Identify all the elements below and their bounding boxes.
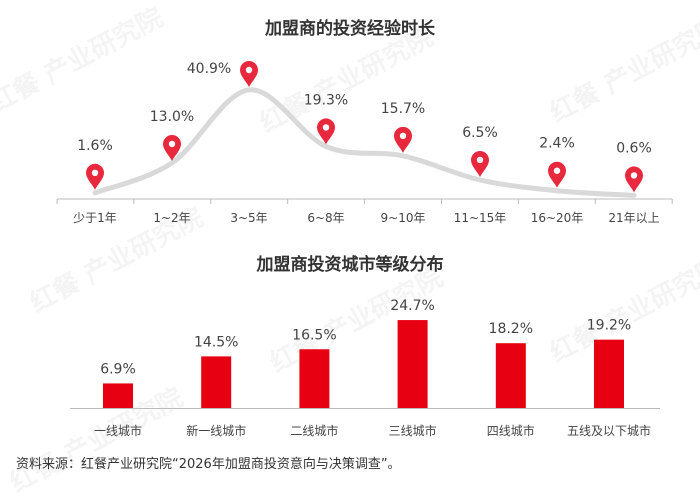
x-tick-label: 9~10年 [381,211,426,225]
data-label: 16.5% [292,327,336,343]
map-pin-hole [630,172,638,179]
map-pin-hole [399,132,407,140]
x-tick-label: 16~20年 [531,211,584,225]
map-pin-icon [471,150,489,177]
data-label: 40.9% [187,61,231,77]
data-label: 15.7% [381,101,425,117]
x-tick-label: 五线及以下城市 [567,423,651,438]
x-tick-label: 11~15年 [454,211,507,225]
map-pin-icon [86,163,104,190]
x-tick-label: 少于1年 [73,211,117,225]
map-pin-icon [548,161,566,188]
charts-canvas: 1.6% 少于1年 13.0% 1~2年 40.9% 3~5年 19.3% 6~8年 15.7%… [56,61,673,438]
data-label: 24.7% [390,298,434,314]
x-tick-label: 四线城市 [487,423,535,438]
bar [495,343,526,408]
map-pin-hole [476,156,484,164]
data-label: 6.9% [100,361,136,377]
x-tick-label: 三线城市 [389,423,437,438]
map-pin-hole [322,124,330,131]
bar [299,349,330,408]
data-label: 2.4% [539,136,575,152]
map-pin-hole [553,167,561,174]
x-tick-label: 二线城市 [290,423,338,438]
data-label: 1.6% [77,138,113,154]
data-label: 13.0% [150,109,194,125]
map-pin-hole [245,66,253,74]
data-label: 14.5% [194,334,238,350]
map-pin-icon [394,126,412,153]
map-pin-icon [625,166,643,193]
map-pin-icon [163,134,181,161]
series-line [92,87,637,198]
data-label: 19.3% [304,92,348,108]
bar [103,383,133,408]
bar [201,356,232,408]
x-tick-label: 21年以上 [608,211,659,225]
data-label: 19.2% [587,318,631,334]
bar [397,320,428,408]
source-note: 资料来源：红餐产业研究院“2026年加盟商投资意向与决策调查”。 [16,457,401,472]
chart-title-city-tier: 加盟商投资城市等级分布 [256,255,444,275]
map-pin-icon [317,118,335,145]
map-pin-icon [240,61,258,87]
x-tick-label: 一线城市 [94,423,142,438]
bar [594,339,624,408]
map-pin-hole [91,169,99,177]
data-label: 6.5% [462,125,498,141]
x-tick-label: 3~5年 [230,211,267,225]
data-label: 0.6% [616,140,652,156]
map-pin-hole [168,140,176,148]
x-tick-label: 6~8年 [307,211,344,225]
chart-title-experience: 加盟商的投资经验时长 [265,19,435,39]
x-tick-label: 新一线城市 [186,423,246,438]
x-tick-label: 1~2年 [153,211,190,225]
data-label: 18.2% [489,321,533,337]
